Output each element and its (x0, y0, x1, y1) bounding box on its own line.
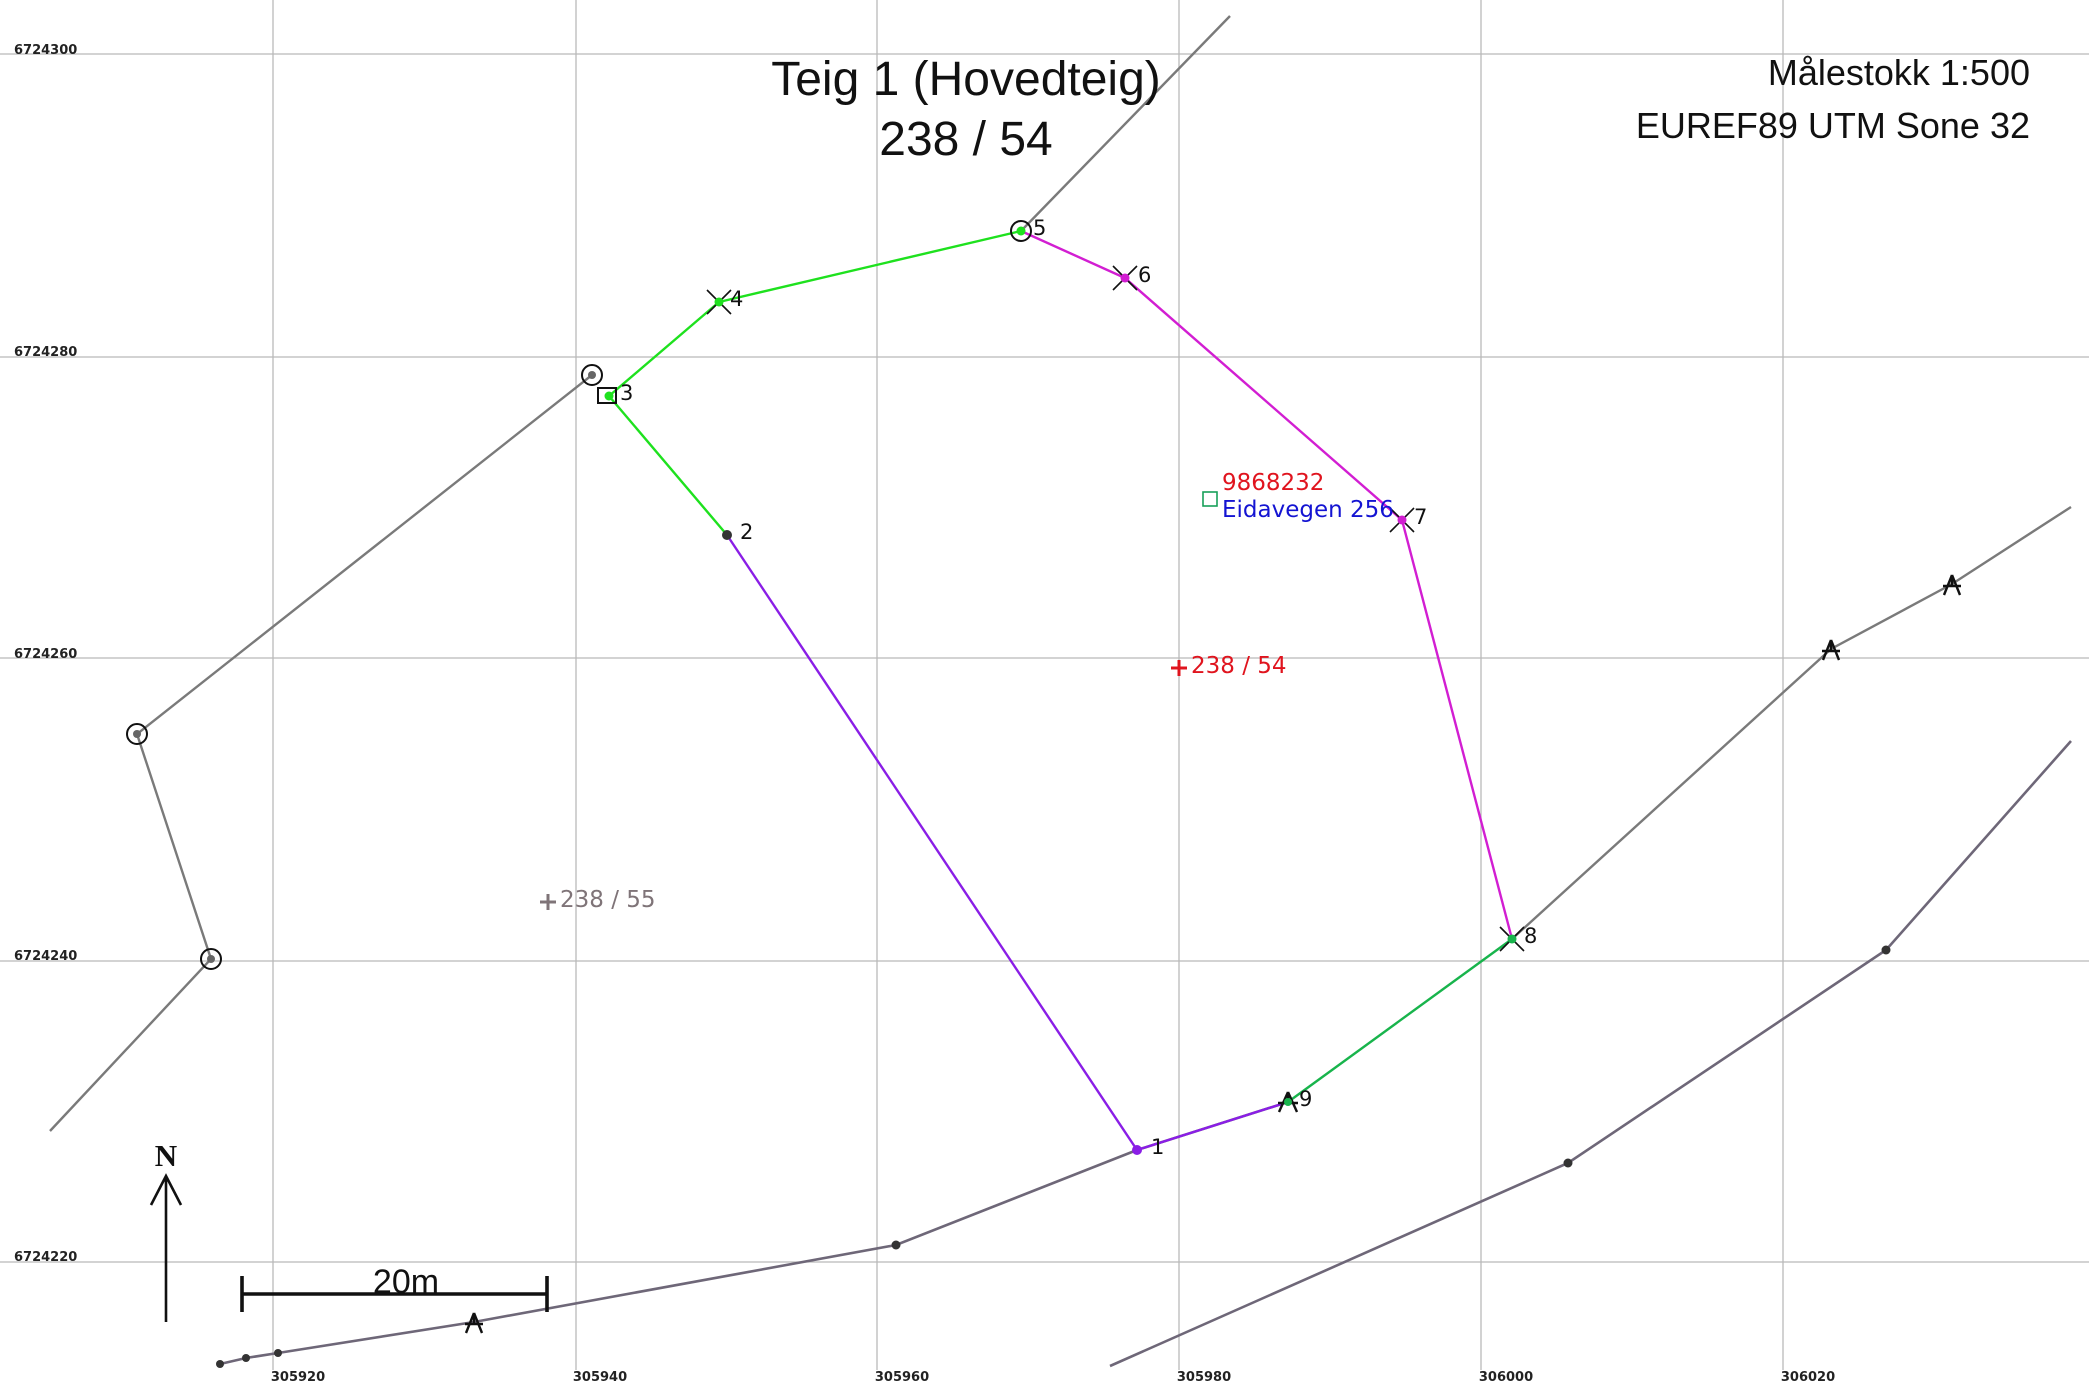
road-lower-right (1109, 740, 2072, 1368)
y-tick-label: 6724260 (14, 647, 77, 662)
neighbour-boundary-west (49, 374, 593, 1132)
survey-dot-icon (242, 1354, 250, 1362)
address-square-icon (1202, 491, 1218, 507)
parcel-label-238-55[interactable]: 238 / 55 (540, 887, 656, 913)
square-marker-icon (597, 387, 617, 404)
survey-dot-icon (891, 1240, 901, 1250)
point-label: 7 (1414, 505, 1427, 529)
circle-vertex-icon (200, 948, 222, 970)
x-tick-label: 305940 (573, 1370, 627, 1385)
point-label: 6 (1138, 263, 1151, 287)
dot-marker-icon (1284, 1098, 1292, 1106)
address-id: 9868232 (1222, 470, 1324, 496)
boundary-segment-9-1 (1136, 1100, 1289, 1152)
plus-marker-icon (540, 894, 556, 910)
parcel-number: 238 / 55 (560, 887, 656, 913)
boundary-segment-6-7 (1124, 277, 1403, 521)
scale-bar: 20m (240, 1263, 549, 1312)
survey-dot-icon (274, 1349, 282, 1357)
boundary-point-5[interactable]: 5 (1010, 216, 1046, 242)
x-tick-label: 305920 (271, 1370, 325, 1385)
circle-vertex-icon (126, 723, 148, 745)
boundary-point-4[interactable]: 4 (706, 287, 743, 315)
neighbour-boundary-north (1020, 15, 1231, 232)
tripod-marker-icon (1277, 1091, 1299, 1113)
survey-dot-icon (1563, 1158, 1573, 1168)
boundary-segment-7-8 (1400, 519, 1514, 940)
boundary-segment-8-9 (1287, 938, 1513, 1103)
y-tick-labels: 6724300 6724280 6724260 6724240 6724220 (14, 43, 77, 1265)
boundary-point-1[interactable]: 1 (1132, 1135, 1164, 1159)
x-tick-label: 305980 (1177, 1370, 1231, 1385)
boundary-segment-5-6 (1020, 229, 1126, 280)
dot-marker-icon (1016, 226, 1026, 236)
road-lower-left (219, 1100, 1289, 1366)
point-label: 8 (1524, 924, 1537, 948)
boundary-segment-2-3 (608, 395, 728, 536)
circle-vertex-icon (581, 364, 603, 386)
dot-marker-icon (1132, 1145, 1142, 1155)
parcel-boundary (608, 229, 1514, 1152)
x-tick-labels: 305920 305940 305960 305980 306000 30602… (271, 1370, 1835, 1385)
tripod-icon (1942, 574, 1962, 596)
neighbour-vertices (126, 364, 1962, 1368)
tripod-icon (1821, 639, 1841, 661)
boundary-point-7[interactable]: 7 (1389, 505, 1427, 533)
point-label: 2 (740, 520, 753, 544)
map-subtitle: 238 / 54 (879, 113, 1052, 166)
north-label: N (155, 1138, 177, 1173)
map-title: Teig 1 (Hovedteig) (771, 53, 1161, 106)
circle-marker-icon (1010, 220, 1032, 242)
dot-marker-icon (1397, 515, 1407, 525)
neighbour-boundary-east-upper (1511, 505, 2072, 940)
boundary-point-2[interactable]: 2 (722, 520, 753, 544)
dot-marker-icon (604, 391, 614, 401)
boundary-point-8[interactable]: 8 (1499, 924, 1537, 952)
dot-marker-icon (1507, 934, 1517, 944)
point-label: 5 (1033, 216, 1046, 240)
boundary-point-9[interactable]: 9 (1277, 1087, 1312, 1113)
point-label: 3 (620, 381, 633, 405)
dot-marker-icon (722, 530, 732, 540)
x-tick-label: 306020 (1781, 1370, 1835, 1385)
survey-dot-icon (216, 1360, 224, 1368)
y-tick-label: 6724220 (14, 1250, 77, 1265)
point-label: 9 (1299, 1087, 1312, 1111)
parcel-label-238-54[interactable]: 238 / 54 (1171, 653, 1287, 679)
address-marker[interactable]: 9868232 Eidavegen 256 (1202, 470, 1394, 523)
parcel-number: 238 / 54 (1191, 653, 1287, 679)
neighbour-boundaries (49, 15, 2072, 1368)
survey-dot-icon (1881, 945, 1891, 955)
y-tick-label: 6724240 (14, 949, 77, 964)
boundary-point-6[interactable]: 6 (1112, 263, 1151, 291)
crs-text: EUREF89 UTM Sone 32 (1636, 105, 2030, 146)
dot-marker-icon (1120, 273, 1130, 283)
boundary-point-3[interactable]: 3 (597, 381, 633, 405)
dot-marker-icon (714, 297, 724, 307)
point-label: 4 (730, 287, 743, 311)
scale-text: Målestokk 1:500 (1768, 52, 2030, 93)
x-tick-label: 305960 (875, 1370, 929, 1385)
scale-bar-label: 20m (373, 1263, 439, 1301)
y-tick-label: 6724280 (14, 345, 77, 360)
x-tick-label: 306000 (1479, 1370, 1533, 1385)
address-street: Eidavegen 256 (1222, 497, 1394, 523)
point-label: 1 (1151, 1135, 1164, 1159)
plus-marker-icon (1171, 660, 1187, 676)
boundary-segment-3-4 (608, 301, 720, 397)
tripod-icon (464, 1312, 484, 1334)
boundary-segment-4-5 (718, 229, 1022, 304)
y-tick-label: 6724300 (14, 43, 77, 58)
north-arrow-icon: N (149, 1138, 183, 1322)
boundary-segment-1-2 (726, 534, 1138, 1151)
